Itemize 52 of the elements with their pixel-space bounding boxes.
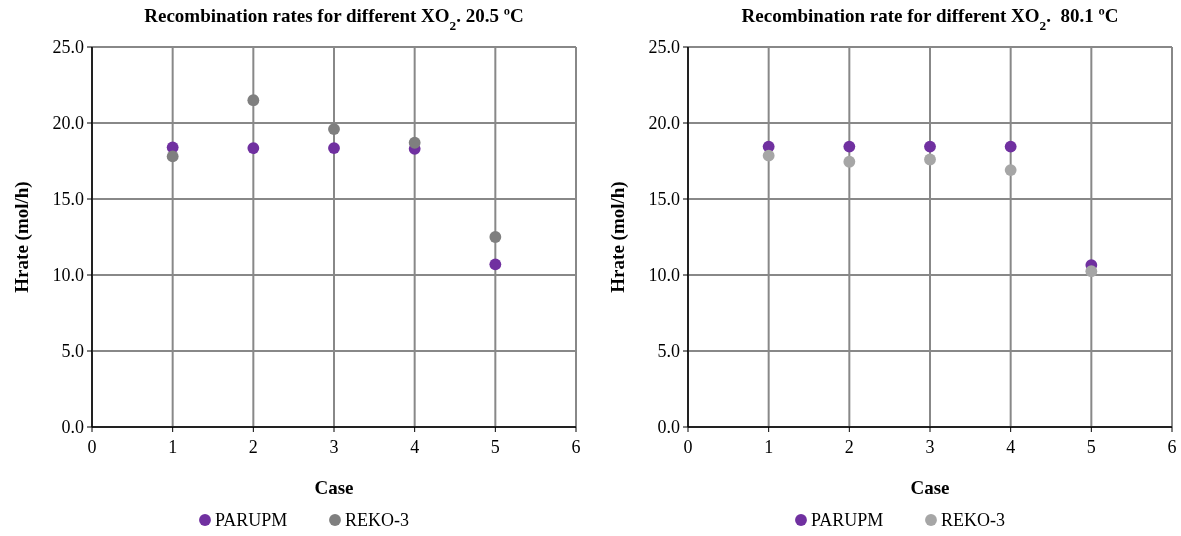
point [247, 94, 260, 107]
chart-title: Recombination rate for different XO$_{2}$. 80.1 ºC [741, 5, 1119, 33]
y-tick-label: 20.0 [648, 113, 680, 134]
y-tick-label: 0.0 [61, 417, 84, 438]
y-tick-label: 20.0 [52, 113, 84, 134]
y-axis-title: Hrate (mol/h) [607, 181, 629, 293]
x-tick-label: 3 [925, 437, 935, 457]
y-tick-label: 5.0 [61, 341, 84, 362]
y-tick-label: 15.0 [52, 189, 84, 210]
x-tick-label: 5 [490, 437, 500, 457]
point [489, 258, 502, 271]
x-tick-label: 0 [87, 437, 97, 457]
x-tick-label: 4 [410, 437, 420, 457]
point [166, 150, 179, 163]
x-axis-title: Case [910, 477, 950, 498]
x-tick-label: 3 [329, 437, 339, 457]
x-tick-label: 6 [571, 437, 581, 457]
point [843, 140, 856, 153]
x-tick-label: 4 [1006, 437, 1016, 457]
point [843, 155, 856, 168]
y-tick-label: 25.0 [648, 37, 680, 58]
y-tick-label: 0.0 [657, 417, 680, 438]
chart-title: Recombination rates for different XO$_{2}$. 20.5 ºC [144, 5, 524, 33]
y-tick-label: 5.0 [657, 341, 680, 362]
x-tick-label: 2 [248, 437, 258, 457]
x-tick-label: 2 [844, 437, 854, 457]
point [762, 149, 775, 162]
x-axis-title: Case [314, 477, 354, 498]
point [408, 136, 421, 149]
y-tick-label: 10.0 [648, 265, 680, 286]
y-axis-title: Hrate (mol/h) [11, 181, 33, 293]
point [489, 231, 502, 243]
y-tick-label: 15.0 [648, 189, 680, 210]
point [924, 140, 936, 153]
legend-label: PARUPM [215, 510, 288, 531]
point [328, 142, 340, 154]
point [247, 142, 260, 154]
point [1085, 265, 1098, 278]
point [1004, 164, 1017, 177]
point [924, 153, 936, 166]
x-tick-label: 0 [683, 437, 693, 457]
x-tick-label: 1 [764, 437, 774, 457]
point [1004, 140, 1017, 153]
x-tick-label: 5 [1086, 437, 1096, 457]
y-tick-label: 25.0 [52, 37, 84, 58]
legend-label: PARUPM [811, 510, 884, 531]
x-tick-label: 6 [1167, 437, 1177, 457]
legend-label: REKO-3 [941, 510, 1005, 531]
legend-label: REKO-3 [345, 510, 409, 531]
y-tick-label: 10.0 [52, 265, 84, 286]
point [328, 123, 340, 135]
x-tick-label: 1 [168, 437, 178, 457]
